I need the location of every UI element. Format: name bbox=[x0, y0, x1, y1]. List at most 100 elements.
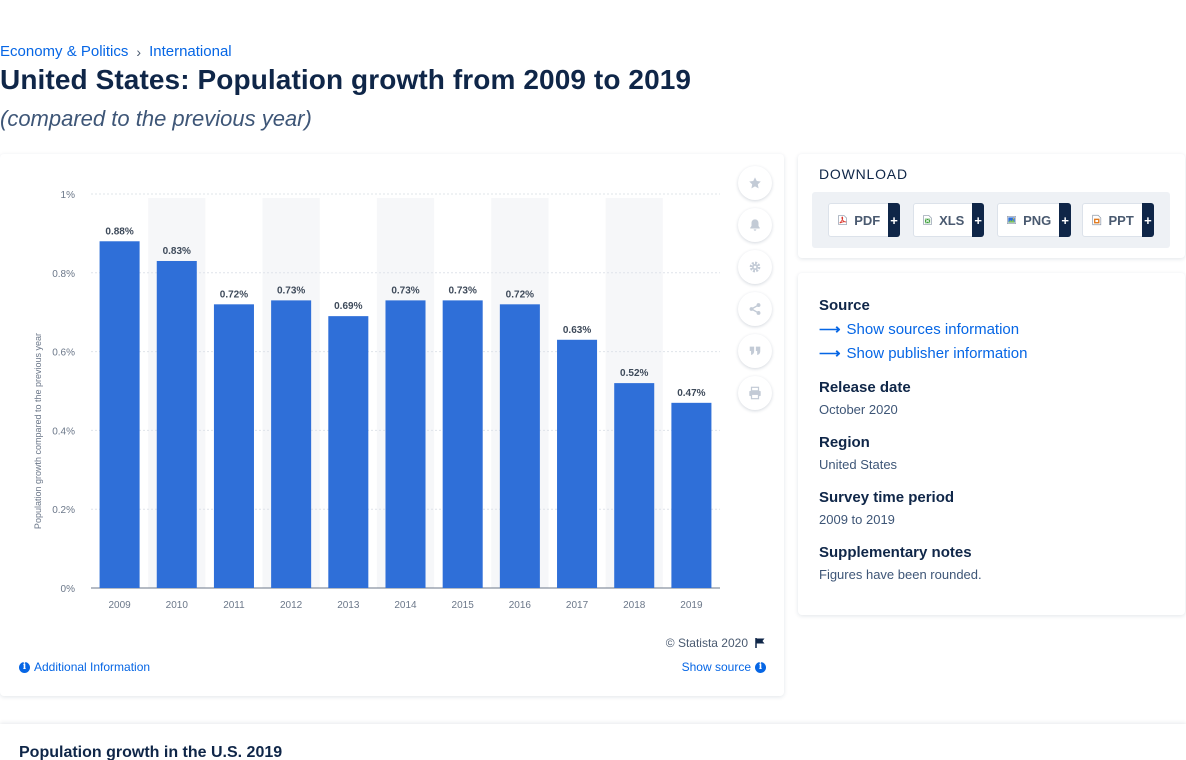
flag-icon[interactable] bbox=[754, 637, 766, 649]
additional-information-label: Additional Information bbox=[34, 660, 151, 674]
data-label: 0.88% bbox=[105, 226, 133, 237]
data-label: 0.83% bbox=[163, 246, 191, 257]
data-label: 0.69% bbox=[334, 301, 362, 312]
bar bbox=[271, 300, 312, 588]
x-tick-label: 2012 bbox=[280, 600, 303, 611]
show-publisher-link[interactable]: ⟶ Show publisher information bbox=[819, 344, 1028, 363]
supplementary-notes-heading: Supplementary notes bbox=[819, 544, 972, 561]
gear-icon bbox=[749, 261, 761, 273]
download-xls-button[interactable]: XLS + bbox=[913, 203, 984, 237]
download-png-plus[interactable]: + bbox=[1059, 203, 1071, 237]
bar bbox=[442, 300, 483, 588]
download-pdf-button[interactable]: PDF + bbox=[828, 203, 900, 237]
survey-period-heading: Survey time period bbox=[819, 489, 955, 506]
chart-panel: 0% 0.2% 0.4% 0.6% 0.8% 1% 0.88% 2009 0.83% 2010 0.… bbox=[0, 154, 784, 696]
show-sources-link[interactable]: ⟶ Show sources information bbox=[819, 320, 1020, 339]
download-png-label: PNG bbox=[1023, 212, 1052, 228]
breadcrumb: Economy & Politics › International bbox=[0, 43, 232, 60]
region-value: United States bbox=[819, 457, 898, 472]
star-icon bbox=[749, 177, 761, 189]
chart-copyright: © Statista 2020 bbox=[666, 636, 766, 650]
data-label: 0.73% bbox=[391, 285, 419, 296]
bar bbox=[156, 260, 197, 588]
quote-icon bbox=[749, 346, 761, 355]
x-tick-label: 2016 bbox=[509, 600, 532, 611]
show-source-label: Show source bbox=[681, 660, 751, 674]
related-statistic-title: Population growth in the U.S. 2019 bbox=[19, 744, 283, 760]
y-tick-label: 0.8% bbox=[52, 269, 75, 280]
show-publisher-label: Show publisher information bbox=[846, 344, 1028, 362]
bar bbox=[213, 304, 254, 588]
source-heading: Source bbox=[819, 297, 870, 314]
download-panel: DOWNLOAD PDF + XLS + PNG + PPT + bbox=[798, 154, 1185, 258]
supplementary-notes-value: Figures have been rounded. bbox=[819, 567, 982, 582]
notification-button[interactable] bbox=[738, 208, 772, 242]
y-tick-label: 1% bbox=[61, 190, 76, 201]
page-title: United States: Population growth from 20… bbox=[0, 64, 692, 95]
download-ppt-button[interactable]: PPT + bbox=[1082, 203, 1154, 237]
bar bbox=[499, 304, 540, 588]
y-axis-title: Population growth compared to the previo… bbox=[33, 333, 43, 529]
download-ppt-label: PPT bbox=[1108, 212, 1134, 228]
bar bbox=[385, 300, 426, 588]
ppt-file-icon bbox=[1092, 214, 1102, 226]
info-icon: i bbox=[755, 661, 766, 673]
pdf-file-icon bbox=[838, 215, 847, 225]
data-label: 0.73% bbox=[449, 285, 477, 296]
x-tick-label: 2011 bbox=[223, 600, 245, 611]
download-xls-plus[interactable]: + bbox=[972, 203, 984, 237]
y-tick-label: 0.4% bbox=[52, 426, 75, 437]
bell-icon bbox=[750, 219, 760, 231]
xls-file-icon bbox=[923, 215, 932, 225]
settings-button[interactable] bbox=[738, 250, 772, 284]
x-tick-label: 2019 bbox=[680, 600, 703, 611]
png-file-icon bbox=[1007, 216, 1017, 224]
release-date-heading: Release date bbox=[819, 379, 911, 396]
download-pdf-label: PDF bbox=[854, 212, 881, 228]
breadcrumb-separator: › bbox=[136, 43, 142, 60]
info-icon: i bbox=[19, 661, 30, 673]
arrow-right-icon: ⟶ bbox=[819, 345, 841, 362]
favorite-button[interactable] bbox=[738, 166, 772, 200]
related-statistic-panel: Population growth in the U.S. 2019 bbox=[0, 724, 1186, 760]
download-pdf-plus[interactable]: + bbox=[888, 203, 900, 237]
x-tick-label: 2017 bbox=[566, 600, 589, 611]
download-xls-label: XLS bbox=[939, 212, 965, 228]
cite-button[interactable] bbox=[738, 334, 772, 368]
data-label: 0.63% bbox=[563, 325, 591, 336]
print-button[interactable] bbox=[738, 376, 772, 410]
download-png-button[interactable]: PNG + bbox=[997, 203, 1071, 237]
data-label: 0.47% bbox=[677, 388, 705, 399]
breadcrumb-economy-politics[interactable]: Economy & Politics bbox=[0, 43, 129, 60]
region-heading: Region bbox=[819, 434, 870, 451]
y-tick-label: 0.2% bbox=[52, 505, 75, 516]
x-tick-label: 2010 bbox=[166, 600, 189, 611]
data-label: 0.72% bbox=[506, 289, 534, 300]
breadcrumb-international[interactable]: International bbox=[149, 43, 232, 60]
bar bbox=[328, 316, 369, 588]
copyright-text: © Statista 2020 bbox=[665, 636, 748, 650]
x-tick-label: 2015 bbox=[452, 600, 475, 611]
data-label: 0.72% bbox=[220, 289, 248, 300]
y-tick-label: 0% bbox=[61, 584, 76, 595]
release-date-value: October 2020 bbox=[819, 402, 898, 417]
x-tick-label: 2014 bbox=[394, 600, 417, 611]
additional-information-link[interactable]: i Additional Information bbox=[19, 660, 150, 674]
bar bbox=[557, 339, 598, 588]
chart-toolbar bbox=[738, 166, 772, 418]
y-tick-label: 0.6% bbox=[52, 348, 75, 359]
share-button[interactable] bbox=[738, 292, 772, 326]
print-icon bbox=[749, 386, 761, 400]
x-tick-label: 2018 bbox=[623, 600, 646, 611]
arrow-right-icon: ⟶ bbox=[819, 321, 841, 338]
statistic-details-panel: Source ⟶ Show sources information ⟶ Show… bbox=[798, 273, 1185, 615]
x-tick-label: 2009 bbox=[108, 600, 131, 611]
data-label: 0.52% bbox=[620, 368, 648, 379]
bar bbox=[99, 241, 140, 588]
share-icon bbox=[749, 303, 761, 315]
bar-chart: 0% 0.2% 0.4% 0.6% 0.8% 1% 0.88% 2009 0.83% 2010 0.… bbox=[33, 190, 720, 611]
download-ppt-plus[interactable]: + bbox=[1141, 203, 1154, 237]
download-title: DOWNLOAD bbox=[819, 166, 908, 182]
show-sources-label: Show sources information bbox=[846, 320, 1020, 338]
show-source-link[interactable]: Show source i bbox=[682, 660, 766, 674]
